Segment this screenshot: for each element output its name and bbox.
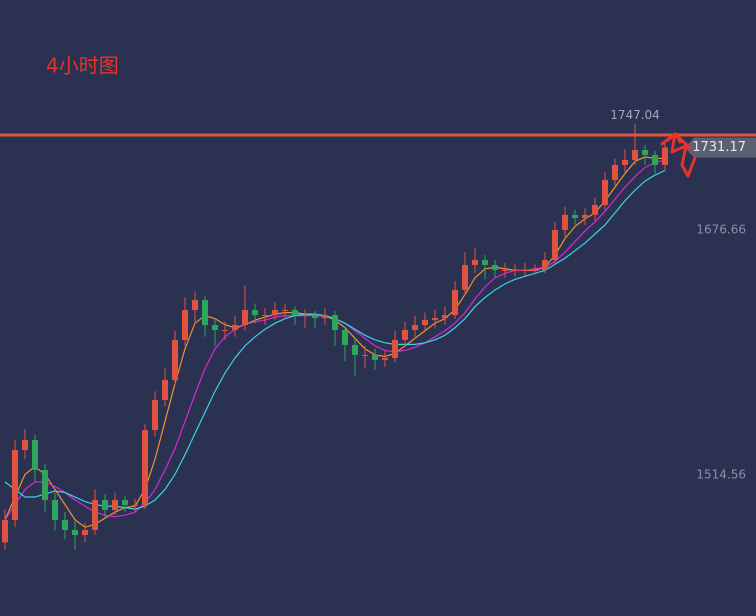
candle-body <box>382 357 388 360</box>
candle-body <box>72 529 78 535</box>
candle-body <box>482 260 488 265</box>
candle-body <box>292 310 298 316</box>
y-tick-label: 1676.66 <box>696 222 746 236</box>
candle-body <box>242 310 248 326</box>
max-price-label: 1747.04 <box>610 108 660 122</box>
candle-body <box>2 520 8 543</box>
candle-body <box>502 269 508 271</box>
plot-area: 1514.56 1676.66 1747.04 1731.17 <box>0 108 756 550</box>
candle-body <box>42 469 48 501</box>
candle-body <box>182 310 188 340</box>
candle-body <box>122 500 128 506</box>
candle-body <box>82 529 88 535</box>
candle-body <box>202 300 208 326</box>
candle-body <box>152 399 158 431</box>
candle-body <box>62 520 68 530</box>
candle-body <box>12 450 18 521</box>
candle-body <box>322 315 328 319</box>
candle-body <box>562 214 568 230</box>
candle-body <box>632 149 638 160</box>
candle-body <box>442 315 448 319</box>
candle-body <box>612 164 618 181</box>
candle-body <box>302 315 308 317</box>
candle-body <box>362 354 368 356</box>
candle-body <box>192 300 198 311</box>
y-tick-label: 1514.56 <box>696 468 746 482</box>
candle-body <box>312 315 318 319</box>
last-price-label: 1731.17 <box>692 140 746 155</box>
candle-body <box>602 180 608 205</box>
candle-body <box>252 310 258 316</box>
candle-body <box>642 149 648 155</box>
candle-body <box>222 329 228 331</box>
candle-body <box>452 289 458 316</box>
candle-body <box>662 147 668 165</box>
candle-body <box>32 440 38 470</box>
candle-body <box>332 315 338 330</box>
candle-body <box>142 430 148 506</box>
candle-body <box>162 380 168 400</box>
candle-body <box>462 264 468 290</box>
candle-body <box>112 500 118 511</box>
candle-body <box>522 269 528 271</box>
candle-body <box>212 325 218 330</box>
candle-body <box>532 269 538 271</box>
candle-body <box>392 339 398 358</box>
candle-body <box>172 339 178 381</box>
candle-body <box>372 354 378 360</box>
candle-body <box>272 310 278 316</box>
candle-body <box>52 500 58 521</box>
candle-body <box>352 344 358 355</box>
candle-body <box>102 500 108 511</box>
candle-body <box>542 260 548 270</box>
candle-body <box>262 315 268 317</box>
candle-body <box>92 500 98 530</box>
candle-body <box>232 325 238 330</box>
candle-body <box>652 154 658 165</box>
candle-body <box>432 318 438 321</box>
candle-body <box>422 320 428 326</box>
candle-body <box>582 214 588 218</box>
candle-body <box>412 325 418 330</box>
candle-body <box>592 204 598 215</box>
chart-title: 4小时图 <box>46 54 119 78</box>
candle-body <box>282 310 288 312</box>
candle-body <box>622 159 628 165</box>
candle-body <box>472 260 478 265</box>
candle-body <box>132 505 138 507</box>
candle-body <box>22 440 28 451</box>
hand-drawn-arrow <box>660 132 697 178</box>
candle-body <box>402 329 408 340</box>
candle-body <box>512 269 518 271</box>
last-price-tag <box>685 137 756 158</box>
candle-body <box>552 229 558 261</box>
candle-body <box>492 264 498 270</box>
candle-body <box>572 214 578 218</box>
candle-body <box>342 329 348 345</box>
